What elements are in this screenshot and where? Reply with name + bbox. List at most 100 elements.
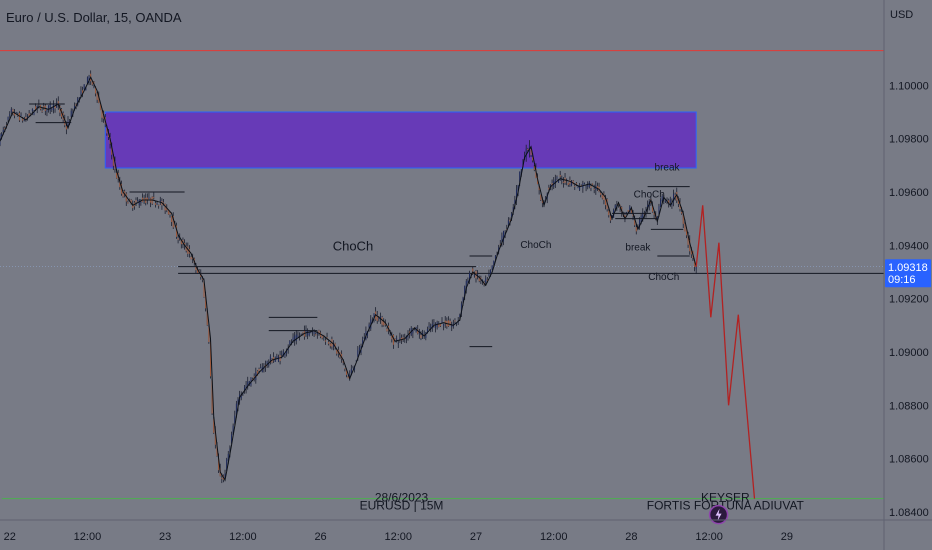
current-price-badge bbox=[885, 259, 931, 288]
candle-body bbox=[209, 341, 211, 377]
candle-body bbox=[36, 105, 38, 109]
candle-body bbox=[567, 182, 569, 185]
candle-body bbox=[148, 196, 150, 199]
candle-body bbox=[342, 360, 344, 363]
candle-body bbox=[402, 337, 404, 339]
candle-body bbox=[295, 334, 297, 341]
candle-body bbox=[694, 261, 696, 267]
annotation-choch_a: ChoCh bbox=[520, 240, 551, 251]
candle-body bbox=[690, 250, 692, 255]
candle-body bbox=[245, 385, 247, 389]
candle-body bbox=[260, 367, 262, 369]
candle-body bbox=[538, 186, 540, 191]
candle-body bbox=[86, 77, 88, 84]
brand-logo-icon bbox=[708, 504, 729, 525]
candle-body bbox=[302, 332, 304, 334]
candle-body bbox=[106, 127, 108, 134]
candle-body bbox=[281, 353, 283, 355]
candle-body bbox=[689, 240, 691, 252]
candle-body bbox=[91, 81, 93, 85]
candle-body bbox=[22, 118, 24, 121]
candle-body bbox=[347, 376, 349, 379]
candle-body bbox=[282, 351, 284, 357]
candle-body bbox=[551, 183, 553, 186]
candle-body bbox=[674, 194, 676, 198]
candle-body bbox=[460, 303, 462, 314]
candle-body bbox=[140, 202, 142, 203]
candle-body bbox=[211, 380, 213, 414]
candle-body bbox=[248, 381, 250, 385]
current-price-value: 1.09318 bbox=[888, 262, 928, 274]
candle-body bbox=[54, 105, 56, 109]
candle-body bbox=[122, 192, 124, 197]
candle-body bbox=[433, 322, 435, 324]
candle-body bbox=[420, 335, 422, 339]
candle-body bbox=[232, 425, 234, 435]
annotation-choch_main: ChoCh bbox=[333, 239, 373, 254]
candle-body bbox=[334, 343, 336, 348]
candle-body bbox=[370, 319, 372, 329]
candle-body bbox=[146, 197, 148, 201]
candle-body bbox=[556, 177, 558, 179]
candle-body bbox=[67, 120, 69, 128]
candle-body bbox=[392, 334, 394, 345]
candle-body bbox=[532, 156, 534, 161]
candle-body bbox=[391, 335, 393, 340]
candle-body bbox=[78, 97, 80, 99]
candle-body bbox=[449, 320, 451, 326]
candle-body bbox=[593, 189, 595, 190]
candle-body bbox=[107, 132, 109, 138]
candle-body bbox=[177, 238, 179, 240]
candle-body bbox=[676, 191, 678, 201]
candle-body bbox=[443, 323, 445, 326]
candle-body bbox=[684, 223, 686, 232]
candle-body bbox=[548, 187, 550, 190]
candle-body bbox=[14, 113, 16, 116]
candle-body bbox=[127, 202, 129, 204]
candle-body bbox=[82, 90, 84, 95]
candle-body bbox=[454, 320, 456, 322]
candle-body bbox=[221, 477, 223, 479]
candle-body bbox=[587, 184, 589, 187]
candle-body bbox=[397, 343, 399, 344]
candle-body bbox=[614, 205, 616, 209]
candle-body bbox=[9, 114, 11, 117]
candle-body bbox=[266, 361, 268, 364]
candle-body bbox=[545, 197, 547, 199]
candle-body bbox=[135, 200, 137, 203]
candle-body bbox=[396, 338, 398, 342]
price-tick-label: 1.09600 bbox=[889, 187, 929, 199]
candle-body bbox=[540, 194, 542, 200]
candle-body bbox=[172, 215, 174, 228]
candle-body bbox=[525, 148, 527, 159]
candle-body bbox=[515, 189, 517, 201]
candle-body bbox=[478, 277, 480, 282]
candle-body bbox=[99, 103, 101, 111]
candle-body bbox=[632, 214, 634, 217]
candle-body bbox=[187, 246, 189, 254]
time-tick-label: 12:00 bbox=[695, 531, 723, 543]
candle-body bbox=[4, 127, 6, 129]
candle-body bbox=[635, 227, 637, 232]
candle-body bbox=[171, 216, 173, 223]
candle-body bbox=[57, 101, 59, 106]
candle-body bbox=[583, 183, 585, 185]
candle-body bbox=[577, 185, 579, 188]
candle-body bbox=[355, 360, 357, 362]
candle-body bbox=[423, 334, 425, 336]
candle-body bbox=[25, 116, 27, 119]
candle-body bbox=[269, 356, 271, 362]
candle-body bbox=[643, 213, 645, 215]
candle-body bbox=[394, 338, 396, 340]
candle-body bbox=[444, 320, 446, 324]
candle-body bbox=[431, 323, 433, 329]
candle-body bbox=[46, 109, 48, 112]
candle-body bbox=[490, 269, 492, 274]
candle-body bbox=[608, 210, 610, 216]
candle-body bbox=[2, 130, 4, 133]
candle-body bbox=[425, 332, 427, 338]
candle-body bbox=[310, 332, 312, 334]
candle-body bbox=[240, 394, 242, 399]
